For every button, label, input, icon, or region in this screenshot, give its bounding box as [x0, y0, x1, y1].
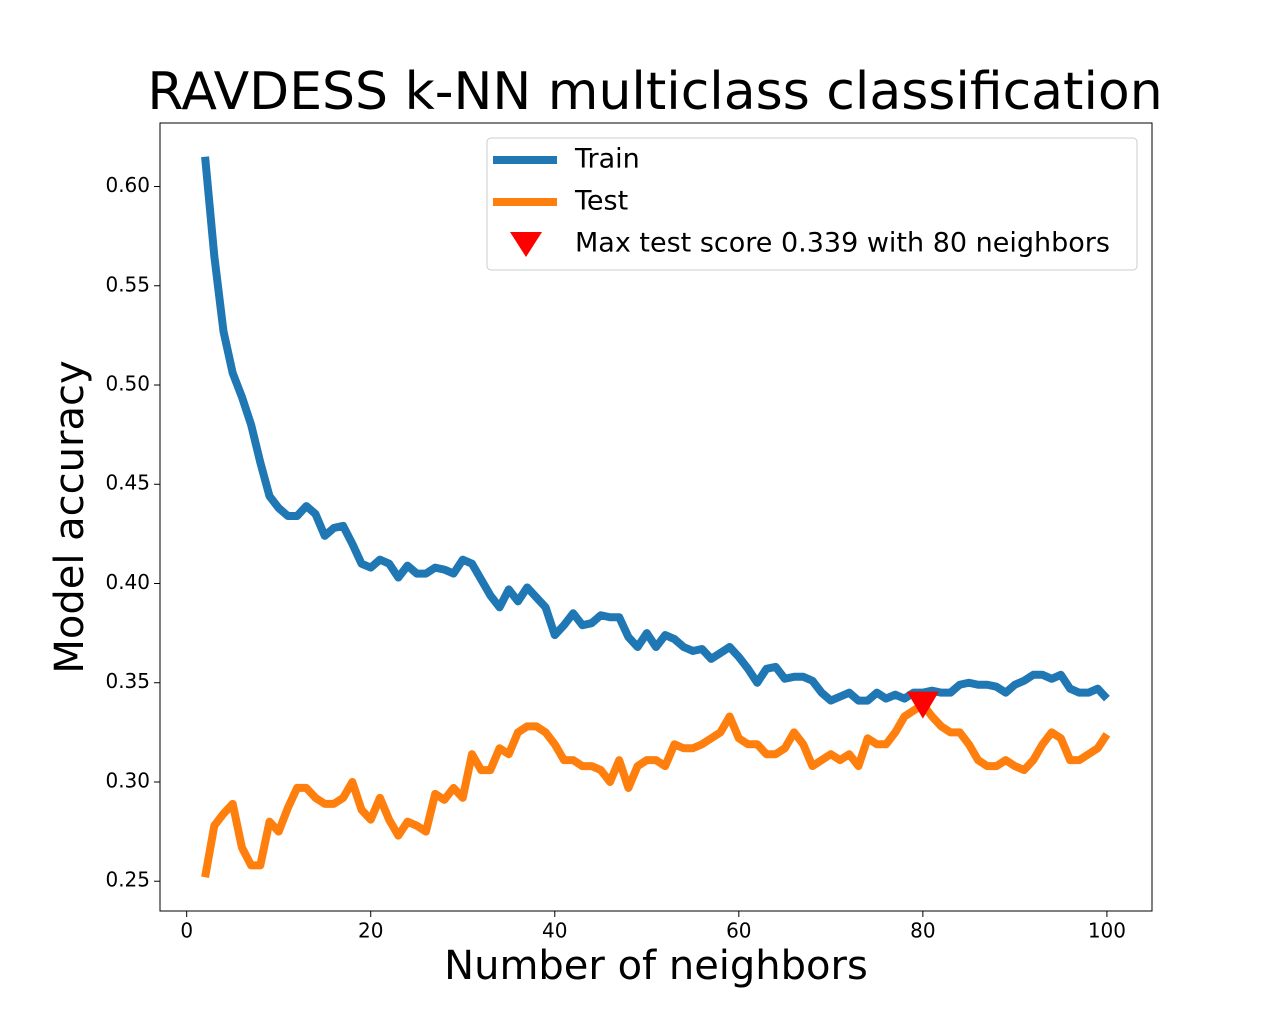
x-tick-label: 0	[180, 919, 193, 943]
x-axis-label: Number of neighbors	[444, 943, 868, 989]
x-tick-label: 20	[358, 919, 383, 943]
y-tick-label: 0.60	[105, 173, 150, 197]
y-tick-label: 0.30	[105, 768, 150, 792]
legend-label: Test	[574, 186, 628, 217]
legend-label: Train	[574, 144, 640, 175]
x-tick-label: 80	[910, 919, 935, 943]
y-tick-label: 0.55	[105, 272, 150, 296]
y-tick-label: 0.25	[105, 868, 150, 892]
chart-title: RAVDESS k-NN multiclass classification	[147, 62, 1162, 122]
x-tick-label: 40	[542, 919, 567, 943]
legend-label: Max test score 0.339 with 80 neighbors	[575, 228, 1110, 259]
y-tick-label: 0.50	[105, 372, 150, 396]
y-tick-label: 0.40	[105, 570, 150, 594]
x-tick-label: 100	[1088, 919, 1126, 943]
max-marker	[906, 691, 939, 719]
legend-marker	[510, 232, 542, 257]
plot-frame	[159, 122, 1153, 912]
y-tick-label: 0.35	[105, 669, 150, 693]
line-series	[201, 700, 1111, 878]
y-tick-label: 0.45	[105, 471, 150, 495]
legend-box	[486, 137, 1138, 271]
line-series	[201, 156, 1110, 705]
x-tick-label: 60	[726, 919, 751, 943]
y-axis-label: Model accuracy	[47, 360, 93, 673]
